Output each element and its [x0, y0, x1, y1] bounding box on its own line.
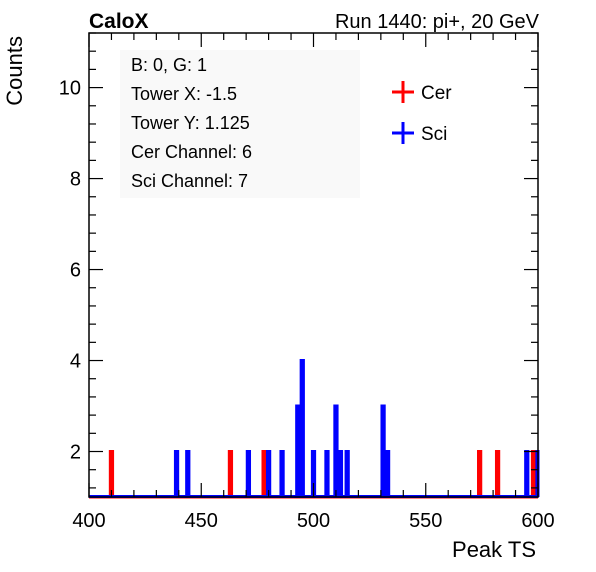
y-tick-label: 2: [70, 442, 81, 464]
y-tick-label: 10: [59, 78, 81, 100]
histogram-bin: [324, 450, 330, 497]
x-tick-label: 400: [72, 510, 105, 532]
x-tick-label: 550: [409, 510, 442, 532]
histogram-bin: [494, 450, 501, 497]
y-axis-title: Counts: [2, 36, 27, 106]
y-tick-label: 8: [70, 169, 81, 191]
info-box-lines: B: 0, G: 1 Tower X: -1.5 Tower Y: 1.125 …: [131, 55, 252, 191]
histogram-bin: [265, 450, 272, 497]
legend-label-cer: Cer: [421, 83, 452, 104]
histogram-bin: [524, 450, 530, 497]
histogram-bin: [530, 450, 537, 497]
series-sci: [89, 359, 540, 498]
x-axis-title: Peak TS: [452, 537, 536, 562]
histogram-bin: [108, 450, 115, 497]
histogram-bin: [310, 450, 317, 497]
info-line: Tower X: -1.5: [131, 84, 237, 104]
histogram-bin: [227, 450, 234, 497]
tick-layer: 400 450 500 550 600 2 4 6 8 10: [59, 32, 555, 532]
info-box: [120, 50, 360, 198]
histogram-bin: [295, 404, 301, 497]
info-line: Tower Y: 1.125: [131, 113, 250, 133]
histogram-bin: [299, 359, 305, 497]
y-tick-label: 4: [70, 351, 81, 373]
chart-title-left: CaloX: [89, 10, 149, 33]
histogram-bin: [245, 450, 252, 497]
histogram-bin: [384, 450, 391, 497]
legend-marker-cer: [392, 81, 414, 103]
legend: Cer Sci: [392, 81, 452, 145]
histogram-bin: [344, 450, 350, 497]
legend-label-sci: Sci: [421, 124, 447, 145]
histogram-bin: [261, 450, 267, 497]
histogram-bin: [337, 450, 344, 497]
histogram-bin: [333, 404, 339, 497]
info-line: Cer Channel: 6: [131, 142, 252, 162]
legend-marker-sci: [392, 122, 414, 144]
histogram-bin: [173, 450, 180, 497]
info-line: B: 0, G: 1: [131, 55, 207, 75]
x-tick-label: 500: [297, 510, 330, 532]
chart-title-right: Run 1440: pi+, 20 GeV: [335, 11, 540, 33]
histogram-bin: [477, 450, 483, 497]
histogram-bin: [380, 404, 386, 497]
histogram-bin: [185, 450, 191, 497]
y-tick-label: 6: [70, 260, 81, 282]
histogram-bin: [279, 450, 285, 497]
x-tick-label: 600: [521, 510, 554, 532]
info-line: Sci Channel: 7: [131, 171, 248, 191]
x-tick-label: 450: [185, 510, 218, 532]
series-layer: [89, 359, 540, 499]
